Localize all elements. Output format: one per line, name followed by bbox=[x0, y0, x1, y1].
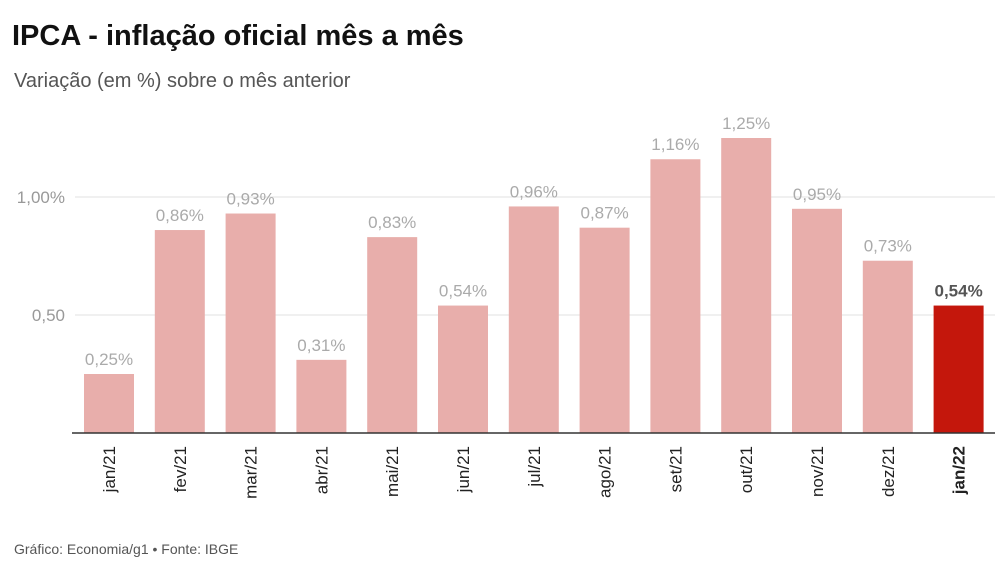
chart-title: IPCA - inflação oficial mês a mês bbox=[12, 20, 464, 52]
x-tick-label: set/21 bbox=[666, 446, 685, 492]
data-label: 0,73% bbox=[864, 237, 912, 256]
data-label: 0,54% bbox=[934, 282, 982, 301]
data-label: 1,16% bbox=[651, 135, 699, 154]
x-tick-label: dez/21 bbox=[879, 446, 898, 497]
bar bbox=[154, 230, 205, 433]
bar bbox=[579, 227, 630, 433]
x-tick-label: jul/21 bbox=[525, 446, 544, 488]
data-label: 0,95% bbox=[793, 185, 841, 204]
bar bbox=[225, 213, 276, 433]
bar bbox=[296, 359, 347, 433]
x-tick-label: out/21 bbox=[737, 446, 756, 493]
x-tick-label: jun/21 bbox=[454, 446, 473, 493]
bar bbox=[862, 260, 913, 433]
data-label: 0,86% bbox=[156, 206, 204, 225]
data-label: 0,31% bbox=[297, 336, 345, 355]
bar bbox=[650, 159, 701, 434]
x-tick-label: mai/21 bbox=[383, 446, 402, 497]
x-tick-label: fev/21 bbox=[171, 446, 190, 492]
data-label: 0,96% bbox=[510, 182, 558, 201]
bar bbox=[792, 208, 842, 433]
bar bbox=[438, 305, 488, 433]
chart-footer: Gráfico: Economia/g1 • Fonte: IBGE bbox=[14, 541, 238, 557]
x-tick-label: ago/21 bbox=[596, 446, 615, 498]
x-tick-label: abr/21 bbox=[312, 446, 331, 494]
bars: 0,25% 0,86% 0,93% 0,31% 0,83% 0,54% 0,96% 0,87%… bbox=[84, 114, 984, 434]
data-label: 0,83% bbox=[368, 213, 416, 232]
bar bbox=[508, 206, 559, 433]
x-axis-labels: jan/21 fev/21 mar/21 abr/21 mai/21 jun/21 jul/… bbox=[100, 446, 969, 499]
bar bbox=[721, 138, 772, 433]
y-tick-label: 1,00% bbox=[17, 188, 65, 207]
bar bbox=[367, 237, 418, 433]
data-label: 0,93% bbox=[226, 190, 274, 209]
x-tick-label: jan/21 bbox=[100, 446, 119, 493]
x-tick-label: jan/22 bbox=[950, 446, 969, 495]
y-tick-label: 0,50 bbox=[32, 306, 65, 325]
bar bbox=[84, 374, 134, 433]
data-label: 0,54% bbox=[439, 282, 487, 301]
data-label: 1,25% bbox=[722, 114, 770, 133]
chart-subtitle: Variação (em %) sobre o mês anterior bbox=[14, 70, 351, 92]
x-tick-label: mar/21 bbox=[242, 446, 261, 499]
data-label: 0,87% bbox=[580, 204, 628, 223]
x-tick-label: nov/21 bbox=[808, 446, 827, 497]
data-label: 0,25% bbox=[85, 350, 133, 369]
bar bbox=[933, 305, 984, 433]
